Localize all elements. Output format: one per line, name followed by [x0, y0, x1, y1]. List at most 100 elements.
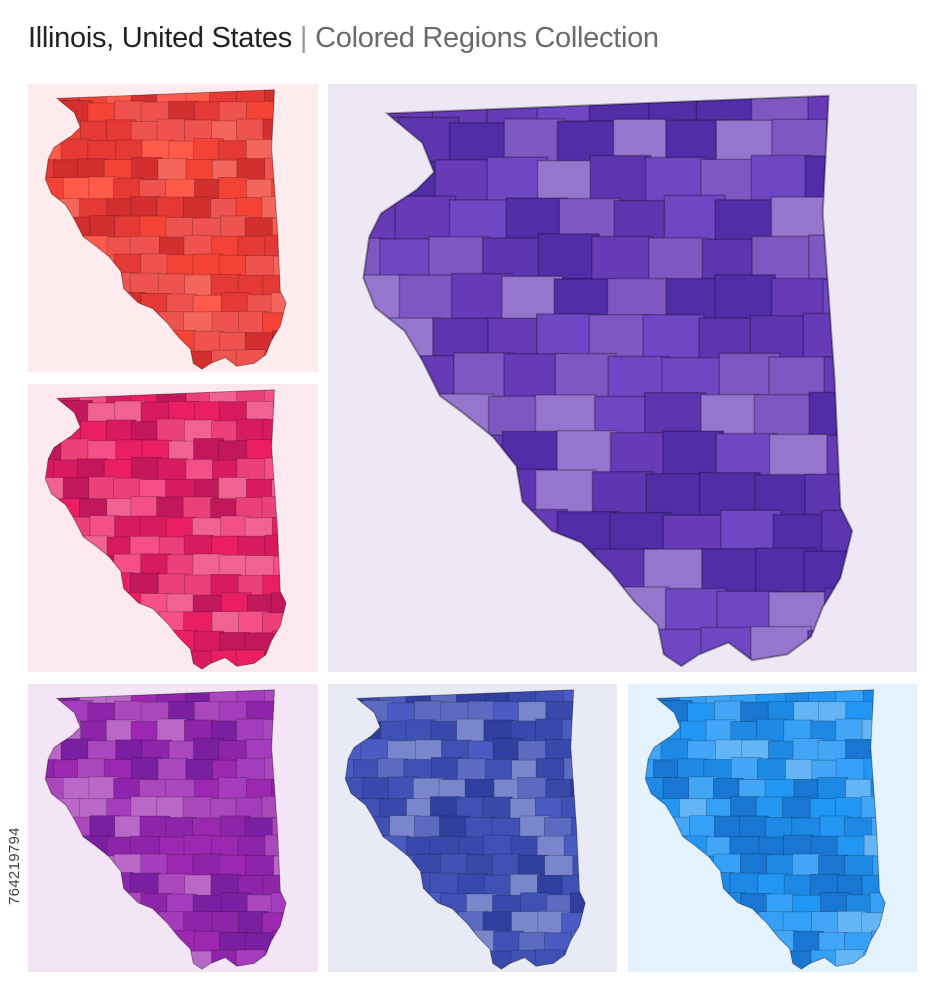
- county-region: [380, 548, 443, 595]
- county-region: [28, 760, 30, 782]
- county-region: [158, 949, 190, 970]
- county-region: [262, 718, 287, 742]
- county-region: [185, 758, 217, 782]
- county-region: [263, 89, 287, 104]
- county-region: [628, 701, 638, 723]
- county-region: [597, 700, 617, 722]
- county-region: [804, 155, 853, 202]
- county-region: [485, 758, 516, 782]
- county-region: [597, 816, 617, 838]
- county-region: [79, 313, 110, 336]
- county-region: [345, 911, 357, 935]
- county-region: [60, 594, 92, 618]
- county-region: [60, 138, 92, 162]
- county-region: [28, 817, 39, 839]
- county-region: [628, 913, 629, 935]
- county-region: [290, 684, 318, 704]
- county-region: [379, 951, 411, 970]
- county-region: [129, 272, 161, 296]
- county-region: [808, 391, 853, 439]
- county-region: [379, 835, 410, 859]
- county-region: [898, 740, 917, 762]
- county-region: [316, 352, 318, 372]
- county-region: [299, 740, 318, 762]
- county-region: [653, 911, 685, 935]
- county-region: [363, 433, 406, 480]
- county-region: [45, 389, 57, 405]
- county-region: [695, 95, 758, 126]
- county-region: [345, 777, 367, 801]
- county-region: [192, 553, 224, 577]
- county-region: [288, 719, 318, 741]
- county-region: [598, 932, 617, 954]
- county-region: [299, 440, 318, 462]
- county-region: [430, 796, 461, 820]
- county-region: [79, 613, 110, 636]
- county-region: [28, 836, 29, 858]
- county-region: [264, 834, 287, 858]
- county-region: [345, 949, 356, 970]
- county-region: [290, 496, 318, 518]
- county-region: [28, 573, 29, 595]
- county-region: [439, 930, 471, 953]
- county-region: [192, 853, 224, 877]
- county-region: [536, 313, 599, 360]
- county-region: [393, 514, 456, 561]
- county-region: [45, 630, 66, 654]
- county-region: [28, 930, 39, 952]
- title-main: Illinois, United States: [28, 22, 292, 54]
- county-region: [264, 457, 287, 481]
- county-region: [394, 195, 457, 243]
- state-outline: [44, 689, 287, 970]
- county-region: [607, 586, 671, 633]
- county-region: [264, 157, 287, 181]
- county-region: [563, 689, 586, 704]
- county-region: [363, 586, 405, 634]
- county-region: [105, 913, 136, 937]
- county-region: [645, 777, 667, 801]
- county-region: [317, 498, 318, 520]
- state-outline: [644, 689, 886, 970]
- county-region: [218, 177, 249, 200]
- county-region: [62, 253, 93, 276]
- county-region: [807, 234, 853, 281]
- county-region: [432, 393, 495, 440]
- county-region: [663, 194, 726, 242]
- county-region: [290, 837, 318, 859]
- county-region: [859, 631, 917, 672]
- county-region: [685, 930, 717, 954]
- county-region: [887, 719, 917, 741]
- county-region: [363, 156, 385, 203]
- county-region: [28, 630, 39, 652]
- illinois-map: [28, 684, 318, 970]
- county-region: [914, 837, 917, 859]
- county-region: [486, 631, 549, 667]
- county-region: [140, 253, 171, 277]
- county-region: [739, 815, 770, 839]
- county-region: [140, 330, 171, 353]
- county-region: [563, 834, 586, 858]
- county-region: [80, 351, 111, 370]
- county-region: [45, 815, 65, 839]
- county-region: [644, 391, 707, 439]
- county-region: [156, 118, 188, 142]
- title-subtitle: Colored Regions Collection: [315, 22, 659, 54]
- county-region: [53, 235, 85, 259]
- county-region: [642, 628, 705, 667]
- county-region: [740, 853, 771, 877]
- county-region: [105, 613, 136, 637]
- county-region: [28, 536, 29, 558]
- county-region: [482, 950, 513, 970]
- county-region: [299, 140, 318, 162]
- county-region: [363, 548, 386, 596]
- county-region: [328, 760, 330, 782]
- county-region: [628, 836, 629, 858]
- county-region: [130, 196, 161, 220]
- county-region: [45, 536, 58, 560]
- county-region: [105, 313, 136, 337]
- map-panel-red: [28, 84, 318, 372]
- county-region: [614, 914, 617, 936]
- county-region: [28, 873, 29, 895]
- county-region: [299, 632, 318, 654]
- county-region: [877, 512, 917, 557]
